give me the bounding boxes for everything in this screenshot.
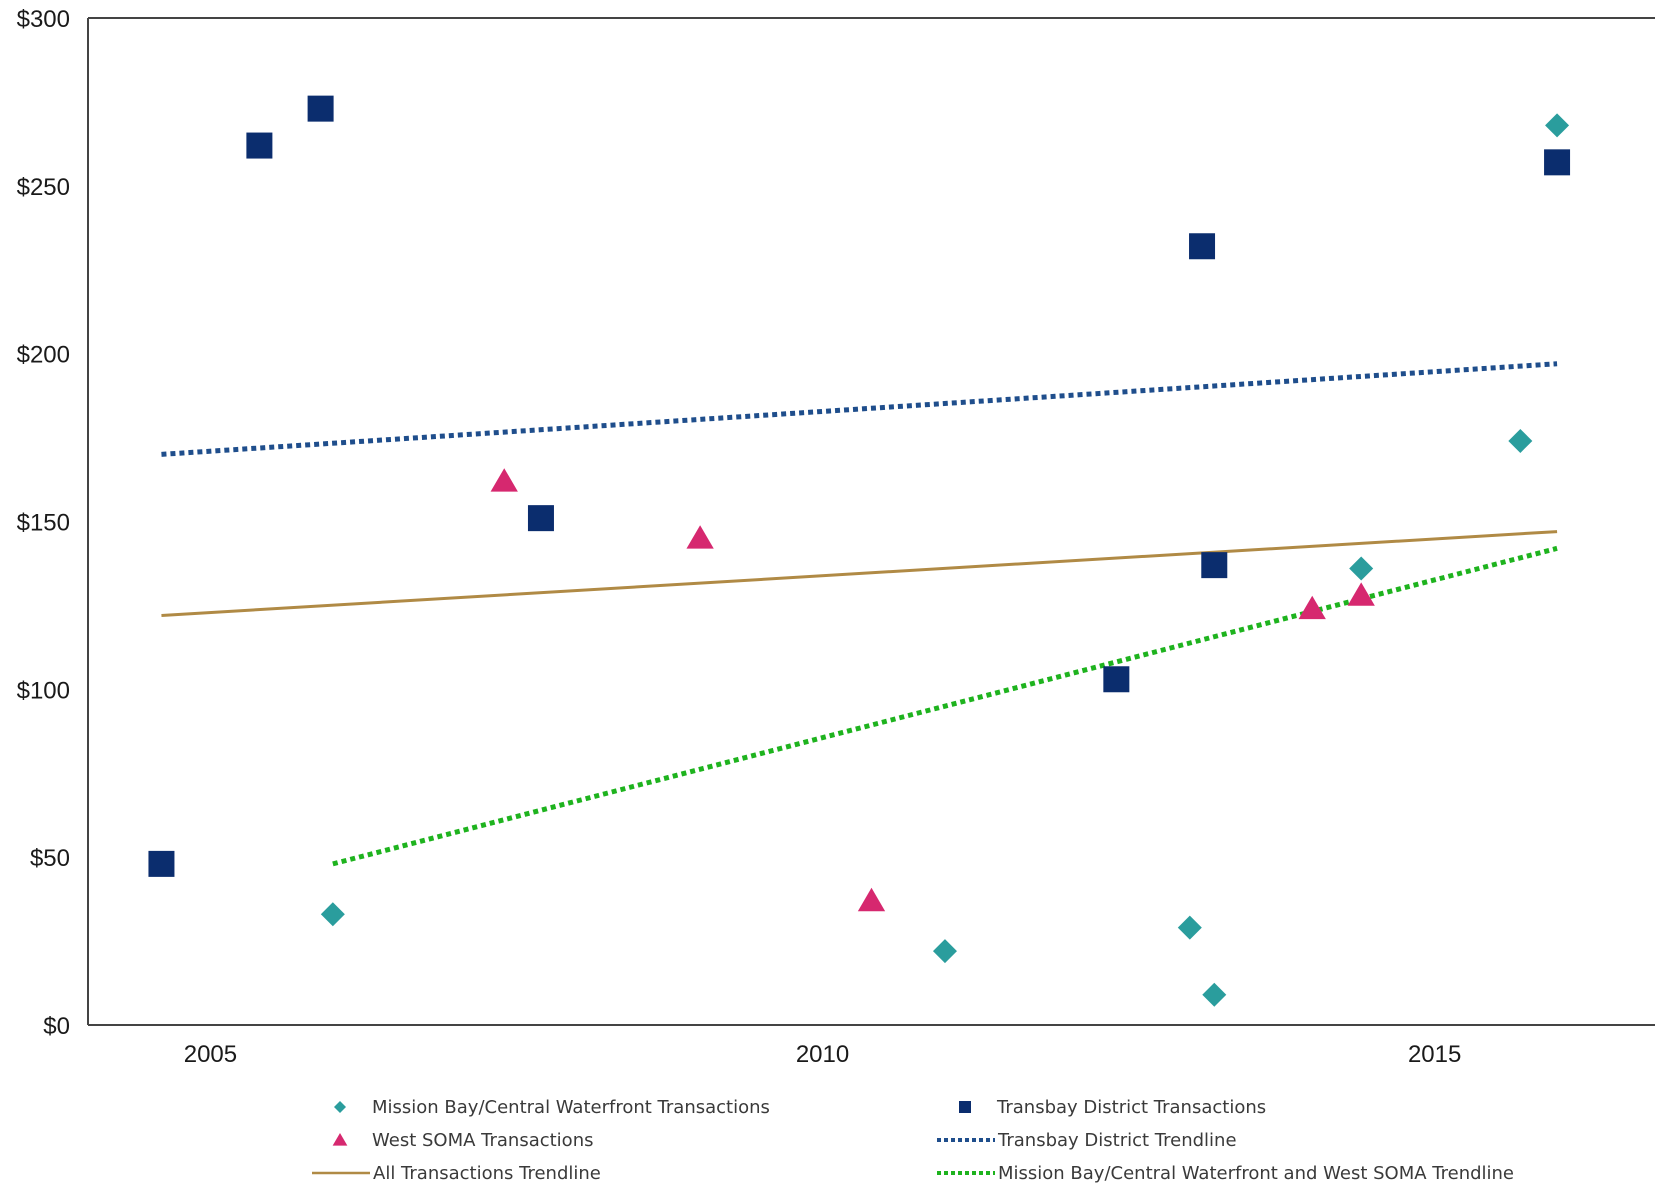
square-marker: [1544, 149, 1571, 176]
diamond-marker: [1202, 982, 1227, 1007]
data-points: [148, 95, 1571, 1007]
legend-item: Transbay District Transactions: [959, 1097, 1266, 1118]
trendline: [161, 530, 1558, 617]
diamond-marker: [1508, 428, 1533, 453]
diamond-marker: [1349, 556, 1374, 581]
legend-label: Transbay District Trendline: [997, 1130, 1237, 1151]
square-marker: [307, 95, 334, 122]
legend-label: Transbay District Transactions: [996, 1097, 1266, 1118]
legend-label: All Transactions Trendline: [373, 1163, 601, 1184]
diamond-marker: [1177, 915, 1202, 940]
legend-square-marker: [959, 1101, 971, 1113]
trendlines: [161, 361, 1558, 867]
legend-item: All Transactions Trendline: [312, 1163, 601, 1184]
legend-item: Transbay District Trendline: [937, 1130, 1237, 1151]
y-axis-ticks: $0 $50 $100 $150 $200 $250 $300: [17, 6, 70, 1040]
y-tick-label: $300: [17, 6, 70, 33]
triangle-marker: [857, 887, 886, 912]
square-marker: [527, 505, 554, 532]
y-tick-label: $50: [30, 845, 70, 872]
trendline: [332, 545, 1558, 867]
y-tick-label: $0: [43, 1013, 70, 1040]
triangle-marker: [490, 468, 518, 492]
legend-diamond-marker: [334, 1101, 346, 1113]
triangle-marker: [686, 525, 714, 549]
legend: Mission Bay/Central Waterfront Transacti…: [312, 1097, 1514, 1184]
legend-item: Mission Bay/Central Waterfront and West …: [937, 1163, 1514, 1184]
square-marker: [1201, 552, 1228, 579]
y-tick-label: $100: [17, 677, 70, 704]
x-axis-ticks: 2005 2010 2015: [184, 1041, 1462, 1068]
diamond-marker: [320, 902, 345, 927]
x-tick-label: 2010: [796, 1041, 849, 1068]
legend-label: West SOMA Transactions: [372, 1130, 593, 1151]
x-tick-label: 2005: [184, 1041, 237, 1068]
legend-triangle-marker: [332, 1133, 348, 1146]
square-marker: [148, 850, 175, 877]
y-tick-label: $200: [17, 342, 70, 369]
diamond-marker: [1545, 113, 1570, 138]
legend-label: Mission Bay/Central Waterfront and West …: [998, 1163, 1514, 1184]
trendline: [161, 361, 1558, 457]
y-tick-label: $250: [17, 174, 70, 201]
x-tick-label: 2015: [1408, 1041, 1461, 1068]
square-marker: [1189, 233, 1216, 260]
square-marker: [1103, 666, 1130, 693]
y-tick-label: $150: [17, 510, 70, 537]
legend-item: West SOMA Transactions: [332, 1130, 593, 1151]
triangle-marker: [1298, 595, 1326, 620]
legend-label: Mission Bay/Central Waterfront Transacti…: [372, 1097, 770, 1118]
legend-item: Mission Bay/Central Waterfront Transacti…: [334, 1097, 770, 1118]
chart-axes: [87, 17, 1655, 1026]
square-marker: [246, 132, 273, 159]
diamond-marker: [932, 939, 957, 964]
triangle-marker: [1347, 582, 1375, 606]
